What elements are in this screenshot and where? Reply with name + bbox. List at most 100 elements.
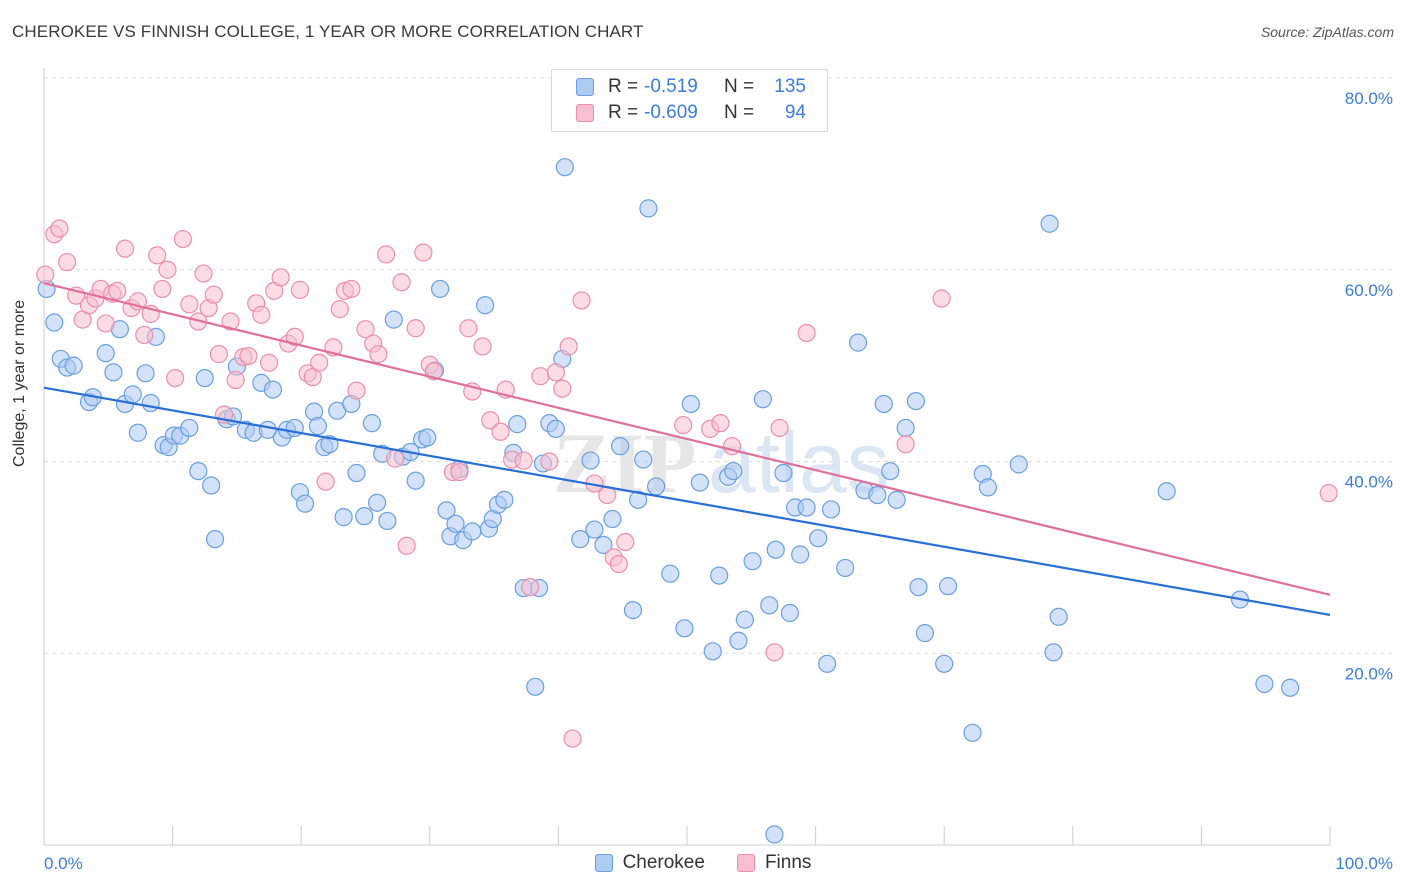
cherokee-point — [874, 394, 893, 414]
cherokee-point — [1281, 678, 1300, 697]
finns-point — [285, 327, 304, 346]
x-tick-label: 0.0% — [44, 854, 83, 873]
cherokee-point — [355, 507, 374, 526]
cherokee-point — [780, 603, 799, 623]
cherokee-point — [437, 501, 456, 520]
cherokee-point — [661, 564, 680, 583]
finns-point — [342, 279, 361, 299]
r-label: R = — [608, 102, 639, 123]
n-label: N = — [724, 102, 755, 123]
finns-point — [108, 281, 127, 300]
finns-point — [531, 367, 550, 386]
cherokee-point — [848, 333, 868, 352]
legend-item-cherokee[interactable]: Cherokee — [594, 852, 705, 874]
cherokee-point — [906, 391, 926, 411]
cherokee-point — [347, 463, 366, 483]
cherokee-point — [585, 520, 604, 539]
cherokee-point — [123, 385, 142, 404]
finns-point — [50, 219, 69, 238]
cherokee-point — [202, 476, 221, 495]
stats-legend: R = -0.519 N = 135 R = -0.609 N = 94 — [551, 69, 828, 132]
cherokee-point — [791, 545, 810, 564]
cherokee-point — [263, 380, 283, 399]
cherokee-point — [978, 478, 998, 497]
series-legend: Cherokee Finns — [0, 852, 1406, 874]
cherokee-point — [887, 490, 906, 509]
finns-point — [173, 229, 192, 249]
cherokee-point — [128, 423, 147, 442]
finns-point — [115, 239, 135, 258]
cherokee-point — [909, 577, 928, 597]
finns-point — [158, 260, 177, 279]
finns-point — [180, 295, 199, 314]
finns-point — [194, 264, 213, 283]
finns-point — [609, 554, 628, 574]
finns-point — [770, 418, 789, 438]
finns-point — [459, 319, 478, 338]
y-tick-label: 80.0% — [1345, 89, 1393, 108]
finns-point — [290, 280, 310, 299]
cherokee-point — [195, 368, 214, 388]
finns-point — [221, 312, 240, 331]
legend-row-cherokee: R = -0.519 N = 135 — [576, 74, 806, 100]
cherokee-point — [1040, 214, 1059, 233]
cherokee-point — [1009, 455, 1028, 474]
cherokee-point — [710, 566, 729, 585]
cherokee-point — [526, 677, 545, 696]
chart-title: CHEROKEE VS FINNISH COLLEGE, 1 YEAR OR M… — [12, 22, 644, 41]
cherokee-point — [1255, 674, 1274, 694]
cherokee-point — [639, 199, 658, 218]
finns-point — [514, 451, 533, 470]
cherokee-point — [295, 494, 315, 513]
finns-point — [148, 246, 167, 265]
cherokee-point — [334, 508, 353, 527]
cherokee-point — [760, 596, 779, 615]
cherokee-point — [963, 723, 982, 742]
finns-point — [397, 536, 416, 555]
cherokee-point — [446, 514, 465, 533]
cherokee-point — [821, 500, 841, 519]
cherokee-point — [797, 498, 816, 517]
finns-point — [153, 279, 172, 299]
finns-point — [166, 368, 185, 388]
cherokee-point — [818, 654, 837, 673]
finns-point — [347, 381, 366, 400]
legend-swatch-cherokee — [594, 854, 613, 872]
cherokee-point — [623, 601, 643, 620]
cherokee-point — [729, 631, 748, 650]
cherokee-point — [581, 451, 600, 470]
cherokee-point — [136, 364, 155, 383]
cherokee-point — [508, 415, 527, 434]
finns-point — [209, 345, 228, 364]
finns-point — [572, 291, 591, 310]
source-label: Source: ZipAtlas.com — [1260, 24, 1394, 40]
cherokee-point — [1157, 482, 1176, 501]
cherokee-point — [765, 825, 784, 844]
watermark-zip: ZIP — [553, 415, 696, 511]
cherokee-point — [320, 435, 339, 454]
cherokee-point — [935, 654, 954, 673]
finns-point — [1319, 484, 1338, 503]
finns-point — [96, 314, 115, 333]
n-value: 94 — [784, 102, 806, 123]
finns-point — [271, 268, 290, 287]
finns-point — [310, 353, 329, 372]
legend-item-finns[interactable]: Finns — [736, 852, 811, 874]
cherokee-point — [362, 414, 382, 433]
data-points — [36, 158, 1338, 844]
finns-point — [259, 353, 279, 372]
finns-point — [385, 449, 405, 468]
finns-point — [330, 299, 349, 319]
finns-point — [491, 422, 510, 441]
cherokee-point — [938, 577, 958, 596]
finns-point — [616, 532, 635, 552]
finns-point — [896, 435, 915, 454]
r-value: -0.609 — [644, 102, 698, 123]
cherokee-point — [571, 530, 590, 549]
cherokee-point — [611, 437, 630, 456]
finns-point — [932, 289, 951, 308]
finns-point — [521, 577, 540, 597]
finns-point — [450, 462, 469, 482]
trend-lines — [43, 282, 1331, 616]
